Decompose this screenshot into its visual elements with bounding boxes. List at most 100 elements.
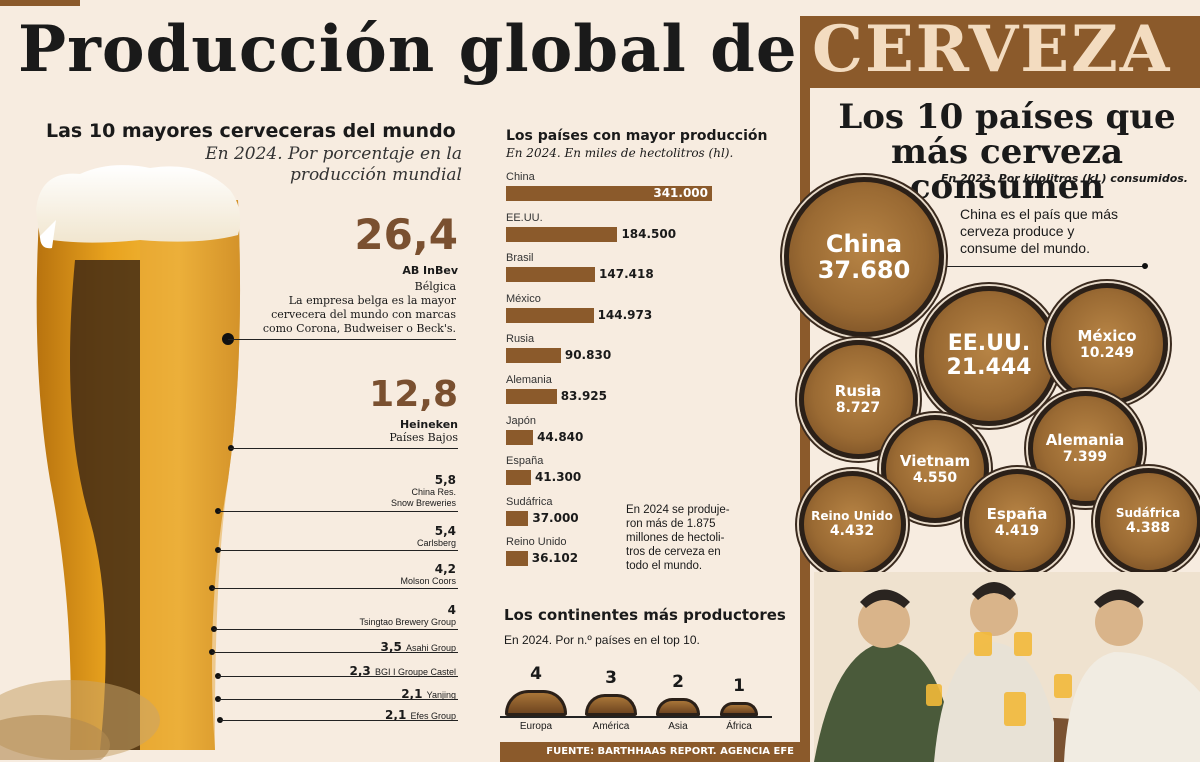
brewer-value: 2,3 (349, 664, 375, 678)
brewers-title: Las 10 mayores cerveceras del mundo (46, 120, 456, 142)
consumption-value: 10.249 (1079, 344, 1135, 361)
production-bar-label: Sudáfrica (506, 495, 553, 508)
page-title: Producción global de (18, 12, 798, 87)
production-bar (506, 186, 712, 201)
brewer-name: Asahi Group (405, 643, 456, 653)
brewers-subtitle: En 2024. Por porcentaje en la producción… (170, 144, 462, 186)
brewer-2-value: 12,8 (369, 374, 458, 415)
consumption-country: Vietnam (899, 451, 971, 470)
brewer-value: 5,4 (434, 524, 456, 538)
consumption-dot (1142, 263, 1148, 269)
brewer-entry: 3,5 Asahi Group (240, 636, 456, 655)
brewer-name: China Res. (411, 487, 456, 497)
production-note-line: todo el mundo. (626, 560, 703, 572)
consumption-barrel: Reino Unido 4.432 (798, 470, 906, 578)
brewer-leader (218, 699, 458, 700)
production-bar (506, 267, 596, 283)
consumption-country: Alemania (1045, 430, 1125, 449)
consumption-barrel: España 4.419 (963, 468, 1071, 576)
brewer-value: 2,1 (401, 687, 427, 701)
continents-baseline (500, 716, 772, 718)
consumption-country: Sudáfrica (1115, 506, 1181, 520)
continent-barrel (720, 702, 758, 716)
consumption-leader (944, 266, 1144, 267)
production-title: Los países con mayor producción (506, 128, 768, 144)
consumption-value: 4.419 (994, 522, 1040, 539)
brewer-value: 2,1 (385, 708, 411, 722)
production-bar-value: 44.840 (537, 429, 584, 444)
consumption-title-line: más cerveza consumen (891, 132, 1123, 207)
brewers-subtitle-line: producción mundial (289, 165, 462, 185)
brewer-1-desc-line: cervecera del mundo con marcas (271, 308, 456, 321)
brewer-name: Carlsberg (416, 538, 456, 548)
production-bar (506, 510, 529, 526)
drinkers-illustration (814, 572, 1200, 762)
continent-barrel (505, 690, 567, 716)
continent-label: África (726, 721, 752, 732)
production-bar-label: Japón (506, 414, 536, 427)
brewer-name: Yanjing (426, 690, 456, 700)
continent-value: 2 (672, 672, 684, 692)
brewer-value: 4,2 (434, 562, 456, 576)
production-bar (506, 307, 594, 323)
production-note-line: En 2024 se produje- (626, 504, 730, 516)
brewers-subtitle-line: En 2024. Por porcentaje en la (205, 144, 462, 164)
production-bar-value: 36.102 (531, 551, 579, 566)
consumption-value: 37.680 (817, 256, 911, 284)
brewer-1-desc-line: como Corona, Budweiser o Beck's. (262, 322, 456, 335)
production-bar-label: Alemania (506, 374, 552, 386)
production-bar-label: EE.UU. (506, 211, 543, 224)
consumption-value: 21.444 (946, 355, 1032, 380)
consumption-title: Los 10 países que más cerveza consumen (814, 100, 1200, 205)
brewer-value: 3,5 (380, 640, 406, 654)
production-bar (506, 226, 618, 242)
brewer-leader (218, 676, 458, 677)
consumption-note-line: consume del mundo. (960, 240, 1090, 256)
consumption-note-line: China es el país que más (960, 206, 1118, 222)
consumption-value: 4.388 (1125, 520, 1171, 536)
brewer-1-value: 26,4 (354, 210, 458, 259)
production-bar-value: 144.973 (597, 307, 653, 322)
consumption-barrel: México 10.249 (1046, 283, 1168, 405)
brewer-1-name: AB InBev (402, 264, 458, 277)
consumption-country: EE.UU. (947, 331, 1031, 356)
production-bar-label: Reino Unido (506, 536, 567, 549)
continent-label: Europa (519, 721, 553, 732)
production-bar-value: 147.418 (599, 267, 654, 282)
brewer-leader (220, 720, 458, 721)
production-note-line: ron más de 1.875 (626, 518, 716, 530)
consumption-barrel: China 37.680 (784, 177, 944, 337)
brewer-leader (214, 629, 458, 630)
title-band (800, 16, 1200, 88)
brewer-value: 4 (447, 603, 456, 617)
consumption-country: España (986, 504, 1048, 523)
brewer-name: Efes Group (410, 711, 456, 721)
production-bar-label: México (506, 292, 541, 305)
production-bar (506, 429, 534, 445)
production-bar (506, 551, 528, 567)
continent-barrel (585, 694, 637, 716)
brewer-leader (212, 588, 458, 589)
production-bar-value: 184.500 (621, 226, 677, 241)
production-bar-value: 341.000 (653, 186, 708, 200)
brewer-name: Snow Breweries (390, 498, 456, 508)
continents-subtitle: En 2024. Por n.º países en el top 10. (504, 633, 700, 647)
production-note: En 2024 se produje- ron más de 1.875 mil… (626, 503, 736, 573)
brewer-1-leader (228, 339, 456, 340)
consumption-barrel: Sudáfrica 4.388 (1094, 467, 1200, 575)
page-title-accent: CERVEZA (812, 12, 1172, 87)
continents-title: Los continentes más productores (504, 606, 786, 624)
brewer-1-description: Bélgica La empresa belga es la mayor cer… (230, 280, 456, 336)
consumption-value: 7.399 (1062, 448, 1108, 465)
production-note-line: tros de cerveza en (626, 546, 721, 558)
production-bar-label: Rusia (506, 333, 535, 346)
production-bar (506, 389, 557, 404)
continent-value: 3 (605, 668, 617, 688)
brewer-leader (218, 511, 458, 512)
brewer-name: Tsingtao Brewery Group (359, 617, 456, 627)
production-bar (506, 348, 561, 364)
consumption-barrel: EE.UU. 21.444 (919, 286, 1059, 426)
continent-label: América (592, 721, 630, 732)
brewer-2-name: Heineken (399, 418, 458, 431)
continent-barrel (656, 698, 700, 716)
